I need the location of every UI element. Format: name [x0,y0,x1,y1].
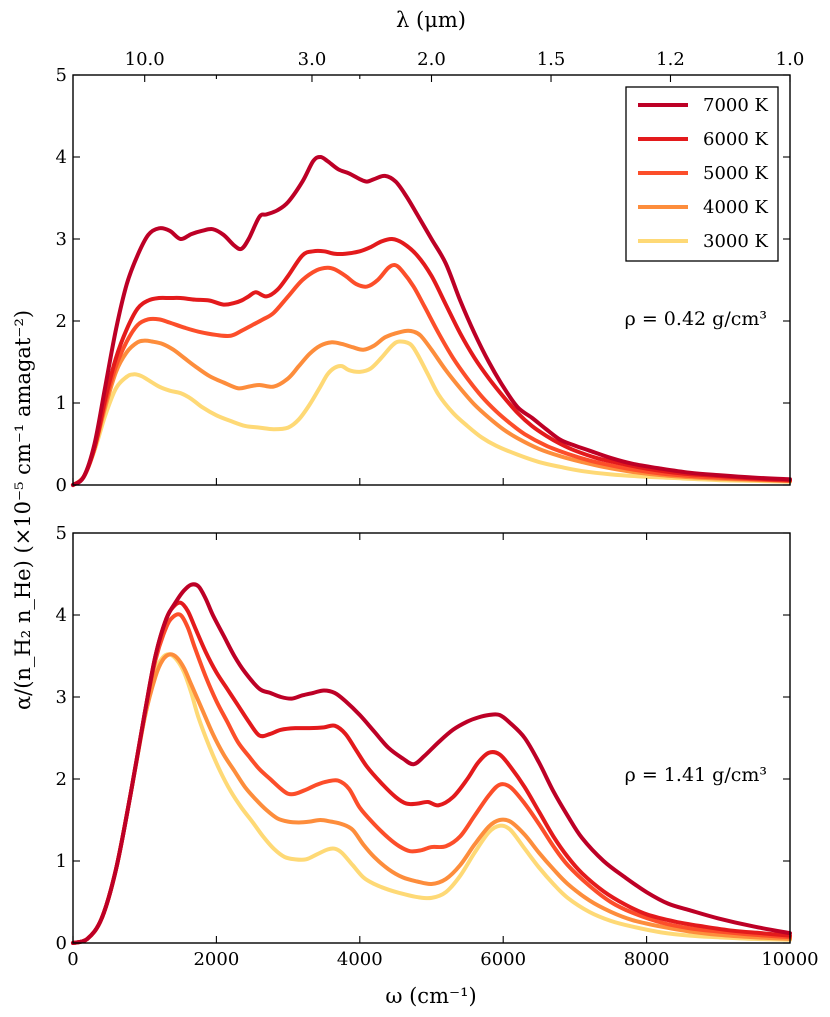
top-axis-tick-label: 2.0 [417,49,446,70]
x-tick-label: 2000 [193,949,239,970]
top-axis-tick-label: 1.0 [776,49,805,70]
top-axis-tick-label: 10.0 [125,49,165,70]
x-tick-label: 10000 [761,949,818,970]
series-line-bottom-5000k [71,612,792,945]
y-tick-label-bottom: 1 [56,851,67,872]
y-tick-label-bottom: 0 [56,933,67,954]
y-tick-label-bottom: 2 [56,769,67,790]
legend-label: 6000 K [703,129,769,150]
bottom-panel: 0 1 2 3 4 5 0 2000 4000 6000 8000 10000 [56,523,819,970]
y-tick-label-top: 2 [56,311,67,332]
y-tick-label-top: 4 [56,147,67,168]
legend-label: 5000 K [703,163,769,184]
series-line-top-6000k [71,236,792,487]
density-annotation-bottom: ρ = 1.41 g/cm³ [625,764,767,786]
legend: 7000 K 6000 K 5000 K 4000 K 3000 K [625,86,779,262]
top-axis-tick-label: 1.2 [656,49,685,70]
density-annotation-top: ρ = 0.42 g/cm³ [625,308,767,330]
legend-label: 3000 K [703,231,769,252]
x-tick-label: 4000 [337,949,383,970]
series-line-top-5000k [71,262,792,487]
top-panel: 0 1 2 3 4 5 10.0 3.0 2.0 1.5 1.2 1.0 [56,49,805,496]
y-tick-label-top: 1 [56,393,67,414]
y-tick-label-bottom: 5 [56,523,67,544]
series-line-bottom-3000k [71,652,792,945]
top-axis-tick-label: 3.0 [298,49,327,70]
x-tick-label: 0 [67,949,78,970]
plot-frame-bottom [72,532,791,944]
top-axis-tick-label: 1.5 [537,49,566,70]
x-tick-label: 6000 [480,949,526,970]
top-axis-label: λ (μm) [396,8,466,32]
series-line-top-3000k [71,339,792,487]
y-tick-label-top: 0 [56,475,67,496]
series-line-bottom-4000k [71,652,792,945]
y-tick-label-top: 3 [56,229,67,250]
x-axis-label: ω (cm⁻¹) [385,984,476,1008]
y-axis-label: α/(n_H₂ n_He) (×10⁻⁵ cm⁻¹ amagat⁻²) [11,310,35,710]
x-tick-label: 8000 [624,949,670,970]
series-line-bottom-7000k [71,582,792,945]
series-line-top-7000k [71,155,792,487]
y-tick-label-bottom: 3 [56,687,67,708]
legend-label: 7000 K [703,95,769,116]
y-tick-label-top: 5 [56,65,67,86]
series-line-top-4000k [71,328,792,487]
y-tick-label-bottom: 4 [56,605,67,626]
legend-label: 4000 K [703,197,769,218]
